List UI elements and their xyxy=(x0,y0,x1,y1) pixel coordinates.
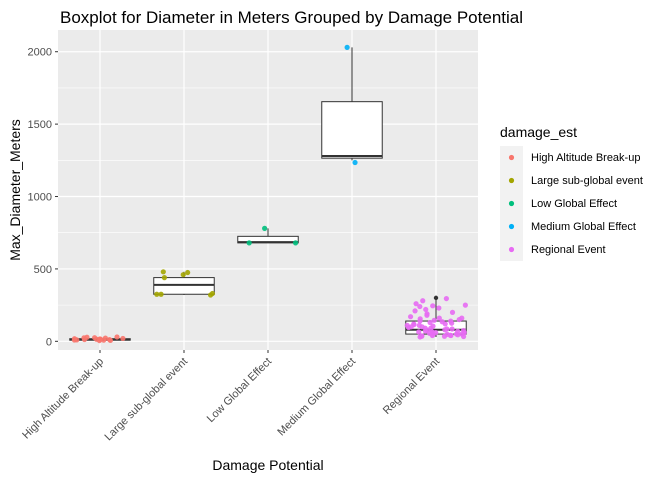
data-point xyxy=(352,159,358,166)
data-point xyxy=(427,319,433,326)
data-point xyxy=(416,329,422,335)
legend-label: Large sub-global event xyxy=(531,175,643,187)
y-tick-label: 1000 xyxy=(28,192,52,204)
legend-key-dot xyxy=(508,200,515,207)
data-point xyxy=(158,291,164,297)
data-point xyxy=(455,332,461,338)
data-point xyxy=(97,336,103,342)
data-point xyxy=(449,309,456,315)
box-1 xyxy=(153,271,215,295)
x-tick-label: Medium Global Effect xyxy=(275,356,358,439)
legend-label: Low Global Effect xyxy=(531,198,617,210)
data-point xyxy=(417,318,423,324)
legend-label: Regional Event xyxy=(531,244,606,256)
data-point xyxy=(185,269,191,276)
y-axis: 0 500 1000 1500 2000 xyxy=(28,47,58,348)
data-point xyxy=(180,272,186,278)
data-point xyxy=(456,316,462,323)
data-point xyxy=(420,298,426,304)
data-point xyxy=(81,335,87,341)
box-3 xyxy=(321,47,383,161)
data-point xyxy=(431,317,437,323)
x-tick-label: High Altitude Break-up xyxy=(20,356,106,442)
data-point xyxy=(417,303,423,310)
data-point xyxy=(161,275,168,281)
data-point xyxy=(404,322,410,328)
legend-key-dot xyxy=(508,154,515,161)
box-iqr xyxy=(321,101,383,159)
data-point xyxy=(442,327,448,333)
data-point xyxy=(462,302,468,308)
data-point xyxy=(292,240,299,246)
legend-label: Medium Global Effect xyxy=(531,221,636,233)
legend-key-dot xyxy=(508,177,515,184)
data-point xyxy=(449,326,455,332)
data-point xyxy=(407,314,414,320)
y-tick-label: 1500 xyxy=(28,119,52,131)
data-point xyxy=(448,318,454,324)
y-tick-label: 500 xyxy=(34,264,52,276)
data-point xyxy=(436,315,442,321)
legend-key-dot xyxy=(508,246,515,253)
data-point xyxy=(114,334,120,340)
data-point xyxy=(92,335,98,341)
data-point xyxy=(160,269,166,275)
data-point xyxy=(419,333,425,339)
data-point xyxy=(411,321,417,327)
data-point xyxy=(424,312,430,318)
points-layer xyxy=(71,44,468,344)
data-point xyxy=(461,333,467,340)
data-point xyxy=(412,308,418,314)
x-tick-label: Low Global Effect xyxy=(205,356,274,425)
x-tick-label: Large sub-global event xyxy=(102,356,190,444)
data-point xyxy=(443,295,449,302)
data-point xyxy=(455,328,461,334)
y-tick-label: 0 xyxy=(46,336,52,348)
x-axis-title: Damage Potential xyxy=(212,457,323,473)
data-point xyxy=(209,290,216,297)
legend-label: High Altitude Break-up xyxy=(531,152,640,164)
box-iqr xyxy=(153,277,215,295)
data-point xyxy=(436,305,442,311)
data-point xyxy=(120,335,126,342)
data-point xyxy=(107,337,114,344)
data-point xyxy=(430,303,436,309)
data-point xyxy=(426,330,433,336)
data-point xyxy=(102,335,109,341)
y-axis-title: Max_Diameter_Meters xyxy=(7,119,23,261)
box-outlier xyxy=(433,295,439,301)
data-point xyxy=(447,332,453,338)
y-tick-label: 2000 xyxy=(28,47,52,59)
grid-major xyxy=(58,30,478,350)
data-point xyxy=(344,44,350,50)
legend-key-dot xyxy=(508,223,515,230)
x-tick-label: Regional Event xyxy=(381,356,442,417)
legend-title: damage_est xyxy=(500,124,577,140)
data-point xyxy=(413,301,419,307)
data-point xyxy=(442,321,448,327)
legend: damage_est High Altitude Break-up Large s… xyxy=(500,124,643,261)
data-point xyxy=(262,225,268,231)
data-point xyxy=(154,291,160,297)
data-point xyxy=(71,337,77,343)
data-point xyxy=(423,306,429,313)
chart-title: Boxplot for Diameter in Meters Grouped b… xyxy=(60,8,523,27)
data-point xyxy=(246,240,252,246)
